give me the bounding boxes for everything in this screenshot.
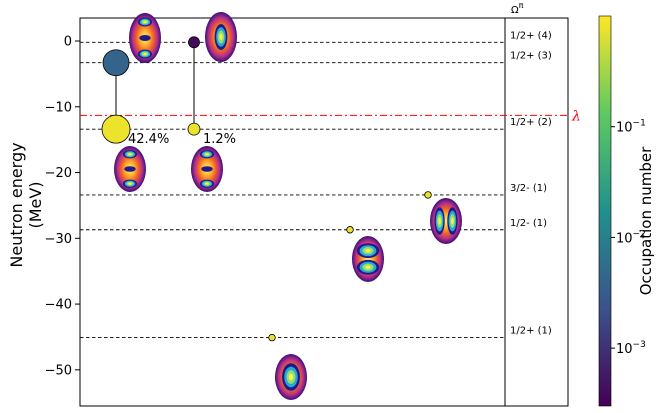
density-plot-1-2minus-1 <box>352 236 384 282</box>
y-tick-label: −20 <box>45 166 72 181</box>
density-plot-1-2plus-1 <box>275 354 307 400</box>
energy-level-label: 1/2+ (1) <box>510 326 552 337</box>
colorbar-tick-label: 10−1 <box>616 119 646 136</box>
y-tick-label: −10 <box>45 100 72 115</box>
density-plot-1-2plus-4 <box>129 13 161 63</box>
occupation-point <box>101 114 131 144</box>
energy-level-label: 1/2- (1) <box>510 218 547 229</box>
y-axis-title: Neutron energy(MeV) <box>7 142 45 267</box>
transition-percent-label: 42.4% <box>128 132 169 147</box>
y-tick-label: −50 <box>45 363 72 378</box>
colorbar-label: Occupation number <box>637 146 655 295</box>
plot-frame <box>79 17 569 407</box>
y-tick-label: −40 <box>45 298 72 313</box>
omega-pi-header: Ωπ <box>511 1 524 16</box>
density-plot-3-2minus-1 <box>430 198 462 244</box>
occupation-point <box>268 333 276 342</box>
y-tick-label: −30 <box>45 232 72 247</box>
energy-level-label: 1/2+ (3) <box>510 51 552 62</box>
density-plot-1-2plus-2b <box>191 146 223 192</box>
occupation-point <box>187 122 201 136</box>
energy-level-label: 1/2+ (2) <box>510 117 552 128</box>
occupation-point <box>102 49 130 77</box>
fermi-level-label: λ <box>571 108 581 124</box>
density-plot-1-2plus-4b <box>205 12 237 62</box>
energy-level-label: 1/2+ (4) <box>510 30 552 41</box>
y-tick-label: 0 <box>64 35 72 50</box>
density-plot-1-2plus-2 <box>114 146 146 192</box>
colorbar <box>598 15 612 407</box>
transition-percent-label: 1.2% <box>203 132 236 147</box>
colorbar-tick-label: 10−3 <box>616 340 646 357</box>
occupation-point <box>188 36 200 49</box>
occupation-point <box>424 191 432 199</box>
energy-level-label: 3/2- (1) <box>510 183 547 194</box>
occupation-point <box>346 226 354 234</box>
